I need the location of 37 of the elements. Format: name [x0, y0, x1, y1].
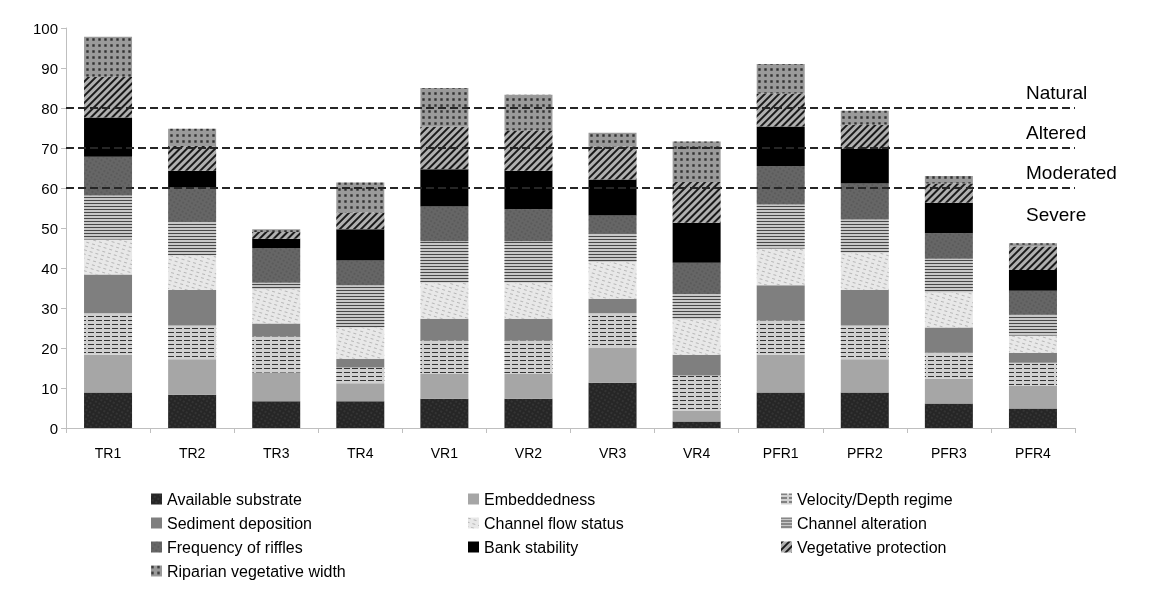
legend-label: Available substrate: [167, 490, 302, 508]
ref-line-label: Moderated: [1026, 162, 1117, 183]
x-tick-label: PFR2: [846, 445, 883, 461]
x-tick-label: VR3: [598, 445, 627, 461]
legend-label: Embeddedness: [484, 490, 596, 508]
y-tick-label: 10: [41, 379, 58, 397]
legend-label: Riparian vegetative width: [167, 562, 346, 580]
x-tick-label: TR1: [94, 445, 122, 461]
ref-line-label: Natural: [1026, 82, 1088, 103]
y-tick-label: 0: [49, 419, 58, 437]
x-tick-label: TR2: [178, 445, 206, 461]
legend-label: Vegetative protection: [797, 538, 947, 556]
y-tick-label: 100: [32, 19, 58, 37]
x-tick-label: VR1: [430, 445, 459, 461]
legend-label: Channel flow status: [484, 514, 624, 532]
y-tick-label: 70: [41, 139, 58, 157]
legend-label: Sediment deposition: [167, 514, 312, 532]
y-tick-label: 90: [41, 59, 58, 77]
y-tick-label: 30: [41, 299, 58, 317]
x-tick-label: TR3: [262, 445, 290, 461]
x-tick-label: VR4: [683, 445, 711, 461]
x-tick-label: PFR1: [762, 445, 799, 461]
x-tick-label: TR4: [347, 445, 374, 461]
ref-line-label: Altered: [1026, 122, 1087, 143]
legend-label: Frequency of riffles: [167, 538, 303, 556]
y-tick-label: 20: [41, 339, 58, 357]
x-tick-label: VR2: [514, 445, 543, 461]
y-tick-label: 40: [41, 259, 58, 277]
x-tick-label: PFR3: [930, 445, 967, 461]
y-tick-label: 80: [41, 99, 58, 117]
y-tick-label: 60: [41, 179, 58, 197]
x-tick-label: PFR4: [1015, 445, 1052, 461]
annotation: Severe: [1026, 203, 1087, 225]
legend-label: Bank stability: [484, 538, 579, 556]
y-tick-label: 50: [41, 219, 58, 237]
legend-label: Velocity/Depth regime: [797, 490, 953, 508]
legend-label: Channel alteration: [797, 514, 927, 532]
